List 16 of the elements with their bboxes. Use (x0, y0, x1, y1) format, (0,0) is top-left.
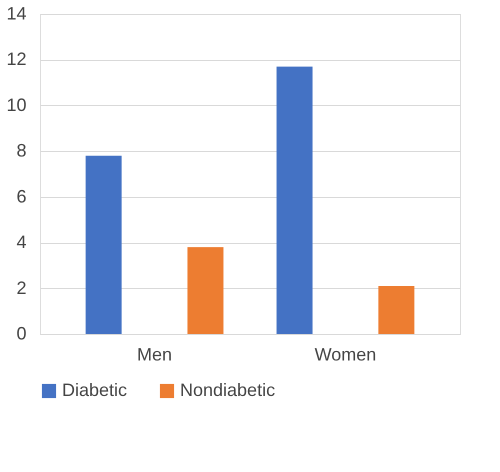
bar (187, 247, 224, 334)
bar (86, 156, 122, 334)
x-tick-label: Men (137, 344, 172, 364)
y-tick-label: 14 (6, 4, 26, 24)
y-tick-label: 2 (16, 278, 26, 298)
y-tick-label: 0 (16, 324, 26, 344)
y-tick-label: 4 (16, 232, 26, 252)
bar (276, 66, 313, 334)
bar (378, 286, 414, 334)
y-tick-label: 8 (16, 140, 26, 161)
legend-label: Nondiabetic (180, 380, 276, 400)
x-tick-label: Women (314, 344, 376, 364)
y-tick-label: 6 (16, 186, 26, 206)
y-tick-label: 12 (6, 49, 26, 70)
legend-label: Diabetic (62, 380, 128, 400)
y-tick-label: 10 (6, 94, 26, 115)
